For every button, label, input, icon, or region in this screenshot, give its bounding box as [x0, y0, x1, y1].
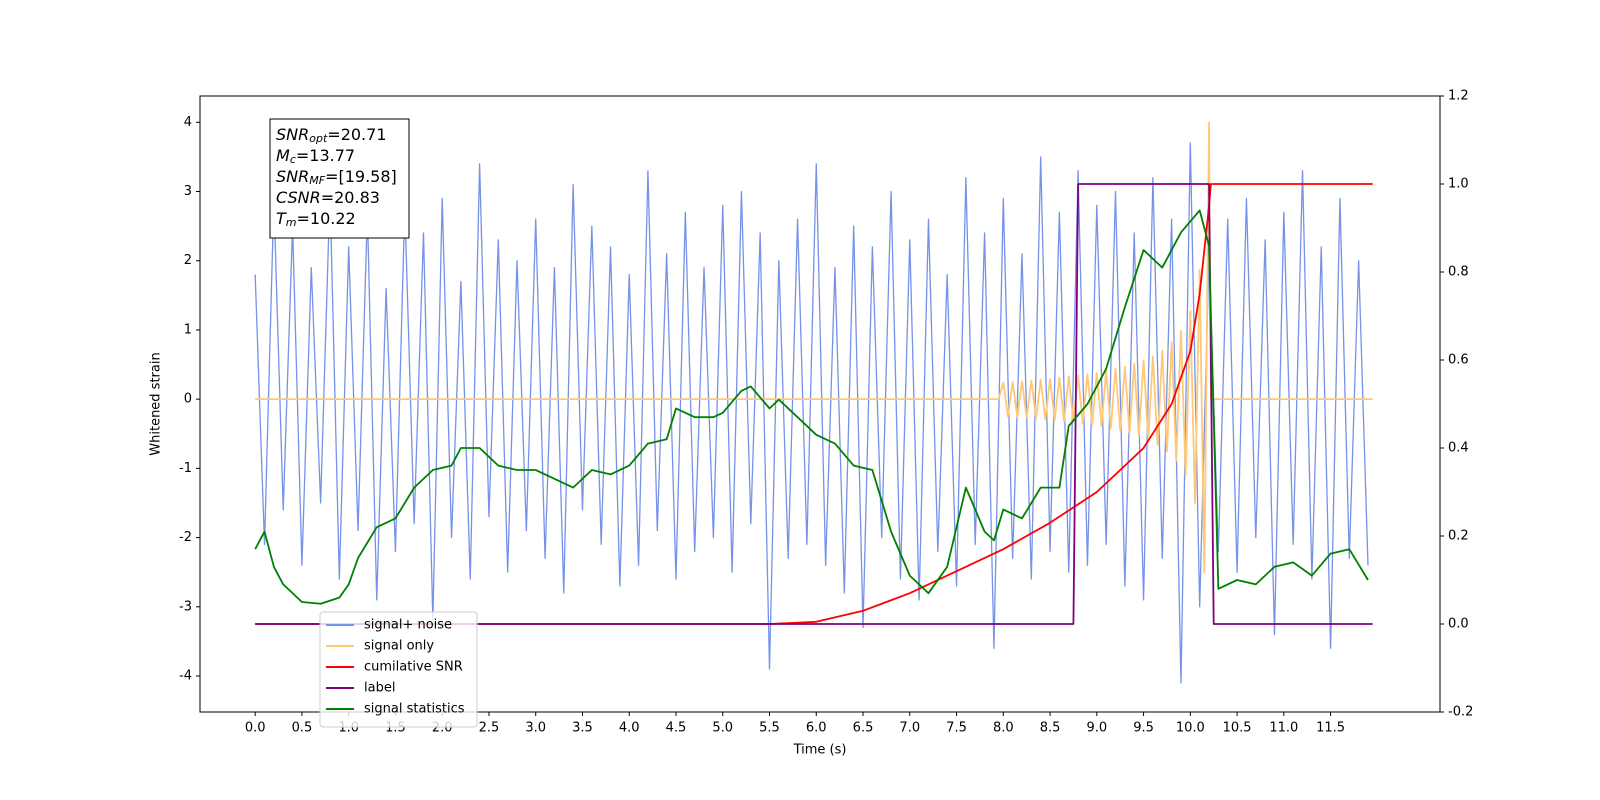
series-line — [255, 121, 1373, 574]
series-line — [254, 142, 1369, 684]
y2-tick-label: 0.0 — [1448, 617, 1469, 632]
series-line — [255, 183, 1373, 625]
y2-tick-label: 0.6 — [1448, 353, 1469, 368]
annotation-frame — [269, 118, 410, 239]
legend-label: signal+ noise — [364, 618, 452, 633]
annotation-name: M — [276, 146, 290, 165]
series-line — [255, 183, 1373, 625]
x-tick-label: 3.0 — [525, 721, 546, 736]
axes-frame — [199, 95, 1441, 713]
x-tick-label: 8.5 — [1040, 721, 1061, 736]
legend-label: signal statistics — [364, 702, 465, 717]
y2-tick-label: 1.0 — [1448, 177, 1469, 192]
y-tick-label: 1 — [184, 322, 192, 337]
annotation-line: Mc=13.77 — [276, 146, 355, 167]
annotation-name: CSNR — [276, 188, 321, 207]
x-tick-label: 4.5 — [666, 721, 687, 736]
x-tick-label: 0.0 — [245, 721, 266, 736]
annotation-value: =10.22 — [297, 209, 356, 228]
x-axis-label: Time (s) — [793, 743, 847, 758]
annotation-line: SNRMF=[19.58] — [276, 167, 397, 188]
annotation-line: Tm=10.22 — [276, 209, 356, 230]
legend-label: cumilative SNR — [364, 660, 463, 675]
y2-tick-label: 0.2 — [1448, 529, 1469, 544]
legend: signal+ noise signal only cumilative SNR la… — [319, 611, 478, 728]
y-axis-label: Whitened strain — [149, 352, 164, 455]
x-tick-label: 5.5 — [759, 721, 780, 736]
x-tick-label: 8.0 — [993, 721, 1014, 736]
annotation-sub: opt — [309, 132, 328, 145]
series-line — [254, 209, 1369, 605]
y2-tick-label: -0.2 — [1448, 705, 1473, 720]
x-tick-label: 7.5 — [946, 721, 967, 736]
legend-frame — [319, 611, 478, 728]
annotation-sub: c — [290, 153, 296, 166]
annotation-line: SNRopt=20.71 — [276, 125, 387, 146]
y-tick-label: 0 — [184, 392, 192, 407]
y-tick-label: 2 — [184, 253, 192, 268]
annotation-box: SNRopt=20.71Mc=13.77SNRMF=[19.58]CSNR=20… — [269, 118, 410, 239]
y-tick-label: 4 — [184, 115, 192, 130]
x-tick-label: 4.0 — [619, 721, 640, 736]
annotation-name: SNR — [276, 125, 309, 144]
x-tick-label: 2.5 — [479, 721, 500, 736]
x-tick-label: 9.0 — [1086, 721, 1107, 736]
annotation-sub: MF — [309, 174, 325, 187]
y-tick-label: -1 — [179, 461, 192, 476]
annotation-value: =20.83 — [321, 188, 380, 207]
x-tick-label: 11.0 — [1269, 721, 1298, 736]
y2-tick-label: 0.8 — [1448, 265, 1469, 280]
x-tick-label: 10.0 — [1176, 721, 1205, 736]
x-tick-label: 11.5 — [1316, 721, 1345, 736]
x-tick-label: 3.5 — [572, 721, 593, 736]
annotation-name: SNR — [276, 167, 309, 186]
legend-label: signal only — [364, 639, 434, 654]
annotation-value: =[19.58] — [325, 167, 397, 186]
y2-tick-label: 0.4 — [1448, 441, 1469, 456]
x-tick-label: 0.5 — [292, 721, 313, 736]
x-tick-label: 9.5 — [1133, 721, 1154, 736]
plot-area — [254, 121, 1373, 684]
annotation-sub: m — [286, 216, 297, 229]
x-tick-label: 6.5 — [853, 721, 874, 736]
x-tick-label: 6.0 — [806, 721, 827, 736]
annotation-name: T — [276, 209, 287, 228]
annotation-value: =13.77 — [296, 146, 355, 165]
x-tick-label: 5.0 — [712, 721, 733, 736]
annotation-line: CSNR=20.83 — [276, 188, 380, 207]
y-tick-label: -3 — [179, 599, 192, 614]
annotation-value: =20.71 — [327, 125, 386, 144]
x-tick-label: 7.0 — [899, 721, 920, 736]
y2-tick-label: 1.2 — [1448, 89, 1469, 104]
legend-label: label — [364, 681, 395, 696]
y-tick-label: -2 — [179, 530, 192, 545]
y-tick-label: 3 — [184, 184, 192, 199]
x-tick-label: 10.5 — [1223, 721, 1252, 736]
y-tick-label: -4 — [179, 669, 192, 684]
